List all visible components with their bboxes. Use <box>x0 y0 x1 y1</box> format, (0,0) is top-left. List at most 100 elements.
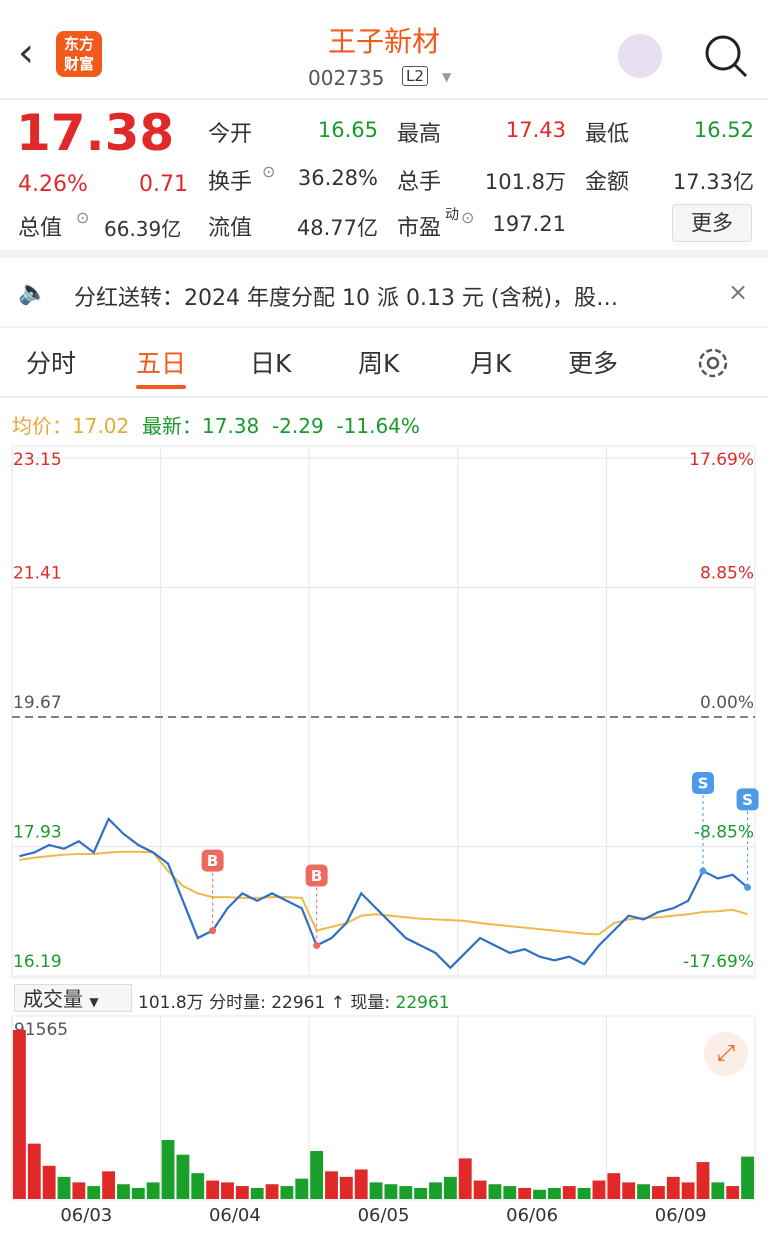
info-icon[interactable]: ⊙ <box>76 208 90 227</box>
volume-bar <box>518 1187 532 1199</box>
volume-bar <box>369 1182 383 1199</box>
logo: 东方 财富 <box>56 31 102 77</box>
volume-bar <box>72 1182 86 1199</box>
volume-bar <box>741 1156 754 1199</box>
marker-dot <box>744 883 752 891</box>
volume-bar <box>27 1143 41 1199</box>
volume-bar <box>265 1184 279 1199</box>
search[interactable] <box>702 32 750 80</box>
volume-max: 91565 <box>14 1020 68 1040</box>
tab[interactable]: 五日 <box>136 349 187 378</box>
divider <box>0 326 768 328</box>
legend-value: 17.02 <box>72 414 130 438</box>
volume-bar <box>102 1171 116 1199</box>
tab[interactable]: 更多 <box>568 349 619 378</box>
back[interactable]: ‹ <box>18 30 34 76</box>
stat-value: 48.77亿 <box>296 216 378 240</box>
volume-bar <box>131 1187 145 1199</box>
volume-label: 现量: <box>350 993 391 1013</box>
volume-bar <box>607 1173 621 1199</box>
notice[interactable]: 分红送转：2024 年度分配 10 派 0.13 元 (含税)，股… <box>74 286 619 311</box>
legend-value: 17.38 <box>201 414 260 438</box>
volume-bar <box>57 1176 71 1199</box>
tab[interactable]: 分时 <box>26 349 77 378</box>
volume-bar <box>726 1186 740 1199</box>
stat-label: 总手 <box>397 170 442 195</box>
volume-bar <box>42 1165 56 1199</box>
volume-bar <box>696 1162 710 1199</box>
stat-label: 总值 <box>18 216 63 241</box>
y-tick-label-right: -8.85% <box>694 823 754 843</box>
volume-bar <box>711 1182 725 1199</box>
price: 17.38 <box>16 104 175 162</box>
pct: 4.26% <box>18 172 88 197</box>
expand[interactable]: ⤢ <box>704 1032 748 1076</box>
volume-bar <box>473 1180 487 1199</box>
volume-bar <box>577 1187 591 1199</box>
volume-bar <box>503 1186 517 1199</box>
legend-value: -2.29 <box>271 414 324 438</box>
marker-badge <box>201 849 224 872</box>
y-tick-label-right: 8.85% <box>700 564 754 584</box>
volume-value: 22961 <box>395 993 450 1013</box>
close[interactable]: × <box>728 278 749 306</box>
y-tick-label: 23.15 <box>13 450 62 470</box>
volume-select[interactable]: 成交量 ▼ <box>14 984 132 1012</box>
volume-bar <box>429 1182 442 1199</box>
legend-label: 均价： <box>12 414 72 438</box>
stat-value: 66.39亿 <box>104 217 182 241</box>
more-button[interactable]: 更多 <box>672 204 752 242</box>
code: 002735 <box>308 66 385 90</box>
volume-bar <box>443 1176 457 1199</box>
volume-bar <box>651 1186 665 1199</box>
x-tick-label: 06/05 <box>358 1205 410 1226</box>
volume-bar <box>221 1182 234 1199</box>
tab[interactable]: 周K <box>358 349 400 378</box>
volume-bar <box>161 1139 175 1199</box>
marker-badge <box>691 772 714 795</box>
volume-frame <box>11 1015 756 1201</box>
tab[interactable]: 月K <box>470 349 512 378</box>
stat-value: 16.65 <box>317 118 378 142</box>
legend-label: 最新： <box>141 414 202 438</box>
tab-underline <box>136 385 186 389</box>
robot[interactable] <box>618 34 662 78</box>
info-icon: ⊙ <box>262 162 276 181</box>
dropdown[interactable]: ▼ <box>442 70 452 84</box>
volume-bar <box>176 1154 190 1199</box>
stat-value: 16.52 <box>693 118 754 142</box>
logo-line: 东方 <box>63 35 94 53</box>
y-tick-label-right: 0.00% <box>700 693 754 713</box>
marker-badge <box>736 788 759 811</box>
marker-badge <box>305 864 328 887</box>
stat-label: 金额 <box>585 170 630 195</box>
volume-bar <box>637 1184 650 1199</box>
marker-dot <box>699 867 707 875</box>
volume-bar <box>666 1176 680 1199</box>
divider <box>0 250 768 258</box>
volume-info: 101.8万 分时量: 22961 ↑ 现量: 22961 <box>138 988 450 1013</box>
volume-bar <box>310 1151 324 1199</box>
volume-bar <box>339 1176 353 1199</box>
volume-bar <box>146 1182 160 1199</box>
stat-value: 36.28% <box>297 166 378 190</box>
volume-bar <box>622 1182 636 1199</box>
x-tick-label: 06/03 <box>60 1205 112 1226</box>
x-tick-label: 06/09 <box>655 1205 707 1226</box>
logo-line: 财富 <box>63 55 94 73</box>
volume-bar <box>191 1173 205 1199</box>
tab[interactable]: 日K <box>250 349 292 378</box>
volume-bar <box>399 1186 413 1199</box>
volume-bar <box>533 1189 546 1199</box>
settings[interactable] <box>694 344 732 382</box>
marker-label: S <box>698 775 709 793</box>
marker-label: B <box>311 867 322 885</box>
y-tick-label: 16.19 <box>13 952 62 972</box>
volume-value: 22961 <box>271 993 326 1013</box>
volume-bar <box>250 1187 264 1199</box>
price-line <box>19 850 748 936</box>
volume-bar <box>206 1180 220 1199</box>
volume-bar <box>592 1180 606 1199</box>
y-tick-label: 17.93 <box>13 823 62 843</box>
